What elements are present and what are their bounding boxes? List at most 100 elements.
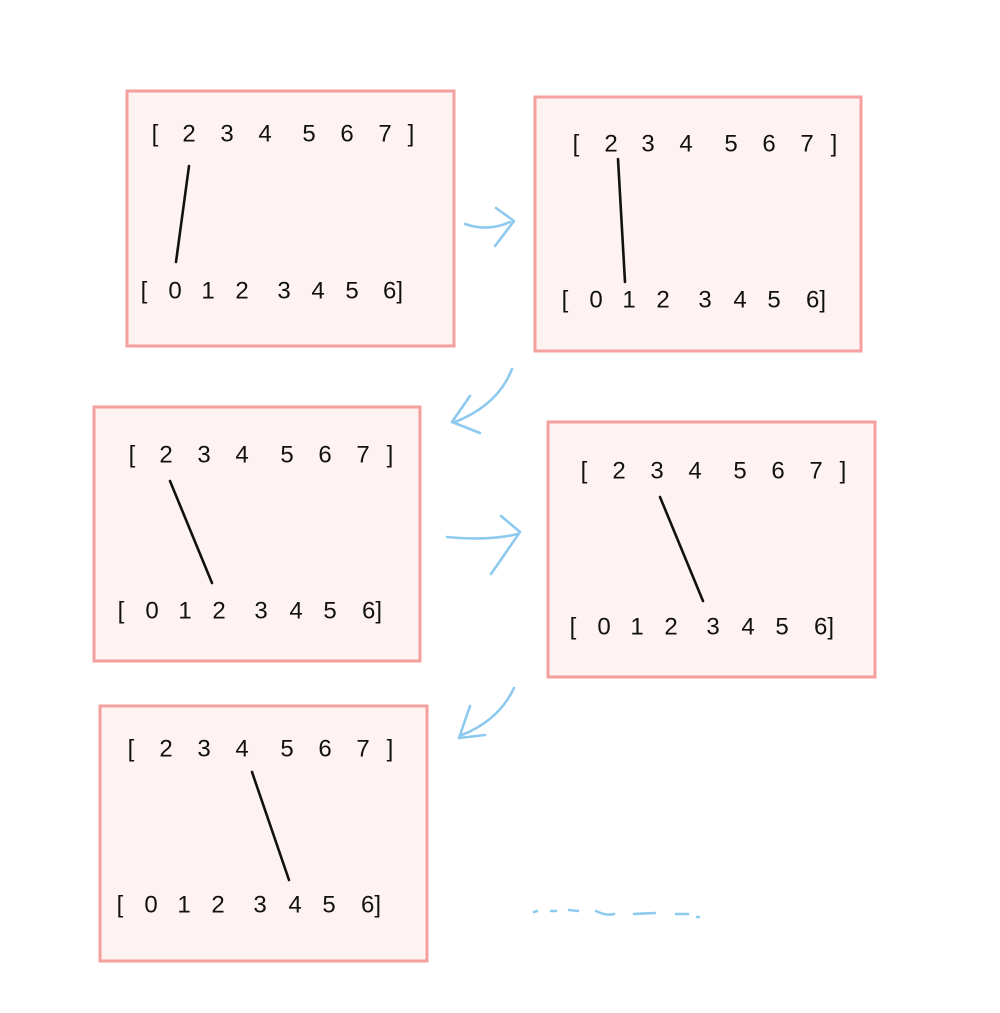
step-5-bottom-item: 4 [288, 891, 301, 918]
arrow-down-left-2-shaft [460, 686, 516, 737]
step-5-bottom-item: 6] [361, 891, 381, 918]
arrow-down-left-1-head [450, 394, 482, 435]
step-3-bottom-item: 1 [178, 597, 191, 624]
step-2-top-row: [ 2 3 4 5 6 7 ] [573, 130, 838, 157]
arrow-down-left-1-shaft [453, 367, 514, 424]
arrow-down-left-2 [457, 686, 516, 740]
step-3-panel: [ 2 3 4 5 6 7 ] [ 0 1 2 3 4 5 6] [92, 405, 422, 663]
arrow-right-1-head [493, 206, 516, 248]
step-3-top-item: 5 [280, 441, 293, 468]
step-2-bottom-item: 0 [589, 286, 602, 313]
step-4-bottom-item: [ [570, 613, 577, 640]
step-4-bottom-item: 0 [597, 613, 610, 640]
step-3-link-line [168, 479, 214, 585]
arrow-right-2-head [489, 514, 522, 576]
step-5-bottom-item: 1 [177, 891, 190, 918]
step-5-top-item: 6 [318, 735, 331, 762]
arrow-down-left-1 [450, 367, 514, 435]
step-3-top-item: ] [387, 441, 394, 468]
step-4-bottom-item: 5 [775, 613, 788, 640]
step-1-bottom-item: 3 [277, 277, 290, 304]
step-4-top-item: 4 [688, 457, 701, 484]
step-4-link-line [658, 495, 705, 603]
step-5-top-item: ] [387, 735, 394, 762]
step-4-top-row: [ 2 3 4 5 6 7 ] [581, 457, 847, 484]
step-5-top-item: 5 [280, 735, 293, 762]
step-5-bottom-item: 2 [211, 891, 224, 918]
step-4-top-item: 7 [809, 457, 822, 484]
step-5-bottom-item: 3 [253, 891, 266, 918]
step-1-bottom-item: 4 [311, 277, 324, 304]
step-3-bottom-item: [ [118, 597, 125, 624]
step-2-link-line [616, 157, 627, 284]
step-4-top-item: 3 [650, 457, 663, 484]
step-2-bottom-row: [ 0 1 2 3 4 5 6] [562, 286, 826, 313]
step-2-top-item: 2 [604, 130, 617, 157]
step-4-panel: [ 2 3 4 5 6 7 ] [ 0 1 2 3 4 5 6] [546, 420, 877, 679]
step-1-top-item: 4 [258, 120, 271, 147]
step-1-frame [125, 89, 456, 348]
step-1-bottom-row: [ 0 1 2 3 4 5 6] [141, 277, 403, 304]
step-1-top-item: 6 [340, 120, 353, 147]
step-1-bottom-item: 2 [235, 277, 248, 304]
step-3-top-item: 3 [197, 441, 210, 468]
step-3-top-item: 7 [356, 441, 369, 468]
step-3-bottom-item: 5 [323, 597, 336, 624]
step-3-bottom-item: 6] [362, 597, 382, 624]
step-4-bottom-item: 6] [814, 613, 834, 640]
step-3-bottom-item: 3 [254, 597, 267, 624]
step-5-bottom-item: 5 [322, 891, 335, 918]
arrow-right-1-shaft [463, 220, 512, 229]
step-1-bottom-item: 5 [345, 277, 358, 304]
step-5-top-item: 2 [159, 735, 172, 762]
step-1-top-item: ] [408, 120, 415, 147]
step-3-bottom-item: 0 [145, 597, 158, 624]
step-1-top-item: [ [152, 120, 159, 147]
step-4-bottom-item: 4 [741, 613, 754, 640]
step-1-top-row: [ 2 3 4 5 6 7 ] [152, 120, 415, 147]
step-1-bottom-item: 6] [383, 277, 403, 304]
step-4-top-item: [ [581, 457, 588, 484]
step-4-top-item: 6 [771, 457, 784, 484]
step-2-bottom-item: 5 [767, 286, 780, 313]
step-2-bottom-item: 4 [733, 286, 746, 313]
continuation-dash [532, 909, 539, 914]
step-2-bottom-item: 1 [622, 286, 635, 313]
step-3-top-item: 4 [235, 441, 248, 468]
step-2-bottom-item: 2 [656, 286, 669, 313]
step-3-bottom-item: 2 [212, 597, 225, 624]
step-4-top-item: 5 [733, 457, 746, 484]
step-1-top-item: 7 [378, 120, 391, 147]
step-3-top-item: 2 [159, 441, 172, 468]
step-1-top-item: 5 [302, 120, 315, 147]
step-1-panel: [ 2 3 4 5 6 7 ] [ 0 1 2 3 4 5 6] [125, 89, 456, 348]
step-5-frame [98, 704, 429, 963]
step-1-bottom-item: 1 [201, 277, 214, 304]
step-1-bottom-item: 0 [168, 277, 181, 304]
step-2-top-item: [ [573, 130, 580, 157]
step-1-link-line [174, 164, 191, 264]
continuation-dash [567, 908, 580, 913]
step-3-top-row: [ 2 3 4 5 6 7 ] [129, 441, 394, 468]
step-3-top-item: 6 [318, 441, 331, 468]
step-2-top-item: ] [831, 130, 838, 157]
step-2-top-item: 5 [724, 130, 737, 157]
step-4-bottom-item: 3 [706, 613, 719, 640]
step-4-bottom-item: 2 [664, 613, 677, 640]
step-1-bottom-item: [ [141, 277, 148, 304]
step-2-top-item: 4 [679, 130, 692, 157]
step-3-top-item: [ [129, 441, 136, 468]
step-4-top-item: ] [840, 457, 847, 484]
step-5-panel: [ 2 3 4 5 6 7 ] [ 0 1 2 3 4 5 6] [98, 704, 429, 963]
arrow-down-left-2-head [457, 704, 487, 740]
step-2-bottom-item: [ [562, 286, 569, 313]
step-2-top-item: 7 [800, 130, 813, 157]
step-2-panel: [ 2 3 4 5 6 7 ] [ 0 1 2 3 4 5 6] [533, 95, 863, 353]
arrow-right-1 [463, 206, 516, 248]
step-5-top-item: [ [128, 735, 135, 762]
step-4-bottom-item: 1 [630, 613, 643, 640]
step-5-bottom-row: [ 0 1 2 3 4 5 6] [117, 891, 381, 918]
continuation-dash [632, 911, 657, 916]
step-5-top-item: 3 [197, 735, 210, 762]
